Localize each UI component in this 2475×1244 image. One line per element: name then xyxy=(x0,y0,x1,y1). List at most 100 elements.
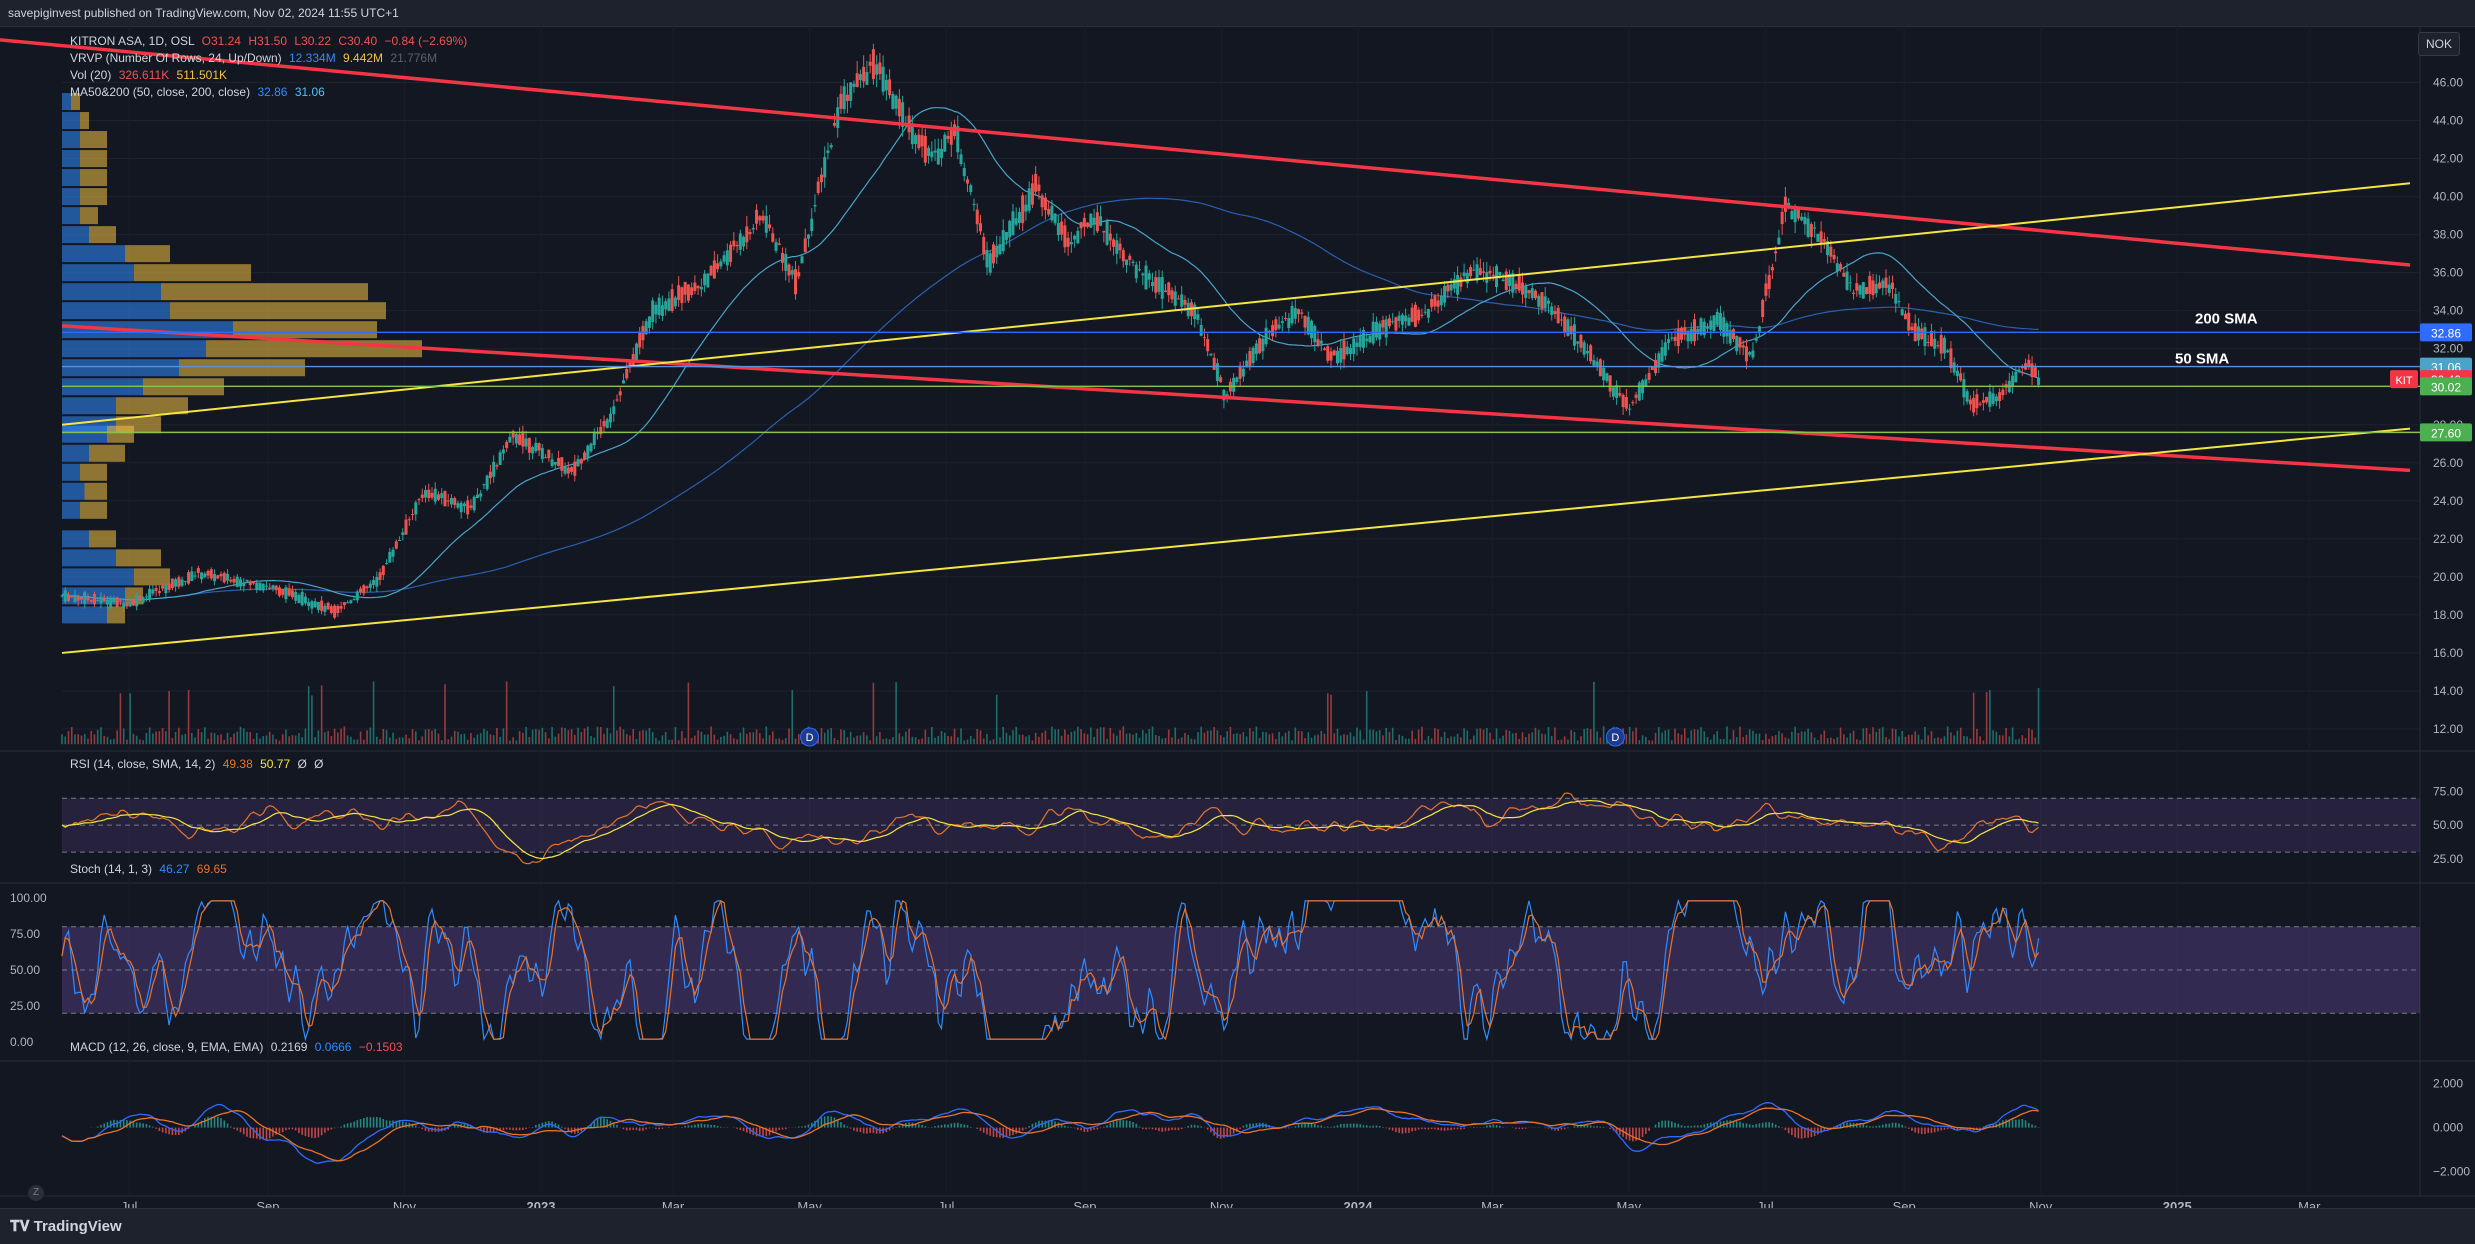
candle-body xyxy=(466,500,469,514)
macd-hist-bar xyxy=(236,1128,238,1131)
volume-bar xyxy=(2022,735,2024,744)
candle-body xyxy=(1849,282,1852,283)
price-chart[interactable]: 46.0044.0042.0040.0038.0036.0034.0032.00… xyxy=(0,26,2475,1208)
candle-body xyxy=(804,238,807,252)
volume-bar xyxy=(1541,734,1543,745)
legend-ma[interactable]: MA50&200 (50, close, 200, close) 32.86 3… xyxy=(70,85,325,99)
candle-body xyxy=(1735,336,1738,351)
macd-hist-bar xyxy=(415,1125,417,1127)
rsi-div2: Ø xyxy=(314,757,323,771)
volume-bar xyxy=(483,729,485,745)
macd-hist-bar xyxy=(1392,1128,1394,1131)
volume-profile-up-bar xyxy=(62,302,170,319)
candle-body xyxy=(820,175,823,183)
macd-hist-bar xyxy=(1677,1124,1679,1128)
volume-bar xyxy=(1973,693,1975,745)
volume-bar xyxy=(1733,730,1735,744)
symbol-label[interactable]: KITRON ASA, 1D, OSL xyxy=(70,34,194,48)
legend-stoch[interactable]: Stoch (14, 1, 3) 46.27 69.65 xyxy=(70,862,227,876)
macd-hist-bar xyxy=(892,1128,894,1129)
volume-bar xyxy=(1837,737,1839,744)
volume-bar xyxy=(1350,732,1352,744)
rsi-ma-value: 50.77 xyxy=(260,757,290,771)
candle-body xyxy=(687,284,690,300)
volume-bar xyxy=(402,737,404,744)
candle-body xyxy=(1437,300,1440,306)
candle-body xyxy=(739,233,742,249)
macd-hist-bar xyxy=(506,1128,508,1130)
candle-body xyxy=(998,244,1001,254)
macd-hist-bar xyxy=(1463,1128,1465,1129)
macd-hist-bar xyxy=(1775,1125,1777,1128)
volume-bar xyxy=(1447,738,1449,744)
candle-body xyxy=(1446,285,1449,292)
macd-hist-bar xyxy=(743,1128,745,1131)
macd-hist-bar xyxy=(1473,1127,1475,1128)
candle-body xyxy=(1132,262,1135,263)
time-tick-8: Nov xyxy=(1210,1199,1234,1208)
candle-body xyxy=(164,585,167,593)
macd-hist-bar xyxy=(1665,1121,1667,1128)
candle-body xyxy=(755,210,758,224)
macd-hist-bar xyxy=(279,1128,281,1134)
volume-bar xyxy=(243,728,245,744)
candle-body xyxy=(947,136,950,139)
volume-bar xyxy=(61,734,63,744)
legend-volume[interactable]: Vol (20) 326.611K 511.501K xyxy=(70,68,227,82)
volume-bar xyxy=(457,732,459,745)
volume-bar xyxy=(347,735,349,744)
candle-body xyxy=(1112,239,1115,246)
legend-vrvp[interactable]: VRVP (Number Of Rows, 24, Up/Down) 12.33… xyxy=(70,51,437,65)
macd-hist-bar xyxy=(1746,1124,1748,1128)
macd-hist-bar xyxy=(989,1128,991,1136)
macd-hist-bar xyxy=(827,1116,829,1128)
candle-body xyxy=(262,584,265,591)
volume-bar xyxy=(1963,736,1965,744)
candle-body xyxy=(794,269,797,294)
volume-bar xyxy=(246,732,248,744)
volume-bar xyxy=(1801,731,1803,744)
macd-hist-bar xyxy=(1781,1128,1783,1129)
macd-hist-bar xyxy=(103,1123,105,1127)
candle-body xyxy=(1401,315,1404,325)
legend-rsi[interactable]: RSI (14, close, SMA, 14, 2) 49.38 50.77 … xyxy=(70,757,324,771)
volume-bar xyxy=(360,732,362,745)
volume-bar xyxy=(308,686,310,744)
volume-bar xyxy=(1074,731,1076,744)
macd-hist-bar xyxy=(1518,1128,1520,1129)
candle-body xyxy=(1047,209,1050,215)
volume-bar xyxy=(1794,727,1796,745)
rsi-value: 49.38 xyxy=(223,757,253,771)
currency-button[interactable]: NOK xyxy=(2418,32,2460,56)
macd-hist-bar xyxy=(1921,1128,1923,1135)
stoch-d-value: 69.65 xyxy=(197,862,227,876)
candle-body xyxy=(138,596,141,599)
macd-hist-bar xyxy=(1421,1128,1423,1129)
volume-bar xyxy=(1817,740,1819,744)
volume-bar xyxy=(704,735,706,745)
volume-bar xyxy=(1642,735,1644,744)
macd-hist-bar xyxy=(1317,1125,1319,1127)
vrvp-down-value: 9.442M xyxy=(343,51,383,65)
timezone-icon[interactable]: Z xyxy=(28,1185,44,1201)
candle-body xyxy=(1219,377,1222,382)
macd-hist-bar xyxy=(1330,1127,1332,1128)
volume-bar xyxy=(1077,727,1079,745)
macd-hist-bar xyxy=(246,1128,248,1137)
candle-body xyxy=(1927,342,1930,343)
volume-bar xyxy=(555,737,557,745)
volume-bar xyxy=(103,736,105,744)
candle-body xyxy=(64,590,67,601)
macd-hist-bar xyxy=(856,1128,858,1132)
candle-body xyxy=(1333,350,1336,355)
legend-macd[interactable]: MACD (12, 26, close, 9, EMA, EMA) 0.2169… xyxy=(70,1040,403,1054)
volume-bar xyxy=(1960,728,1962,744)
macd-hist-bar xyxy=(1168,1128,1170,1131)
macd-hist-bar xyxy=(1106,1125,1108,1127)
macd-hist-bar xyxy=(2035,1126,2037,1128)
time-tick-4: Mar xyxy=(662,1199,685,1208)
volume-bar xyxy=(529,737,531,744)
candle-body xyxy=(1823,239,1826,242)
macd-hist-bar xyxy=(1067,1127,1069,1128)
